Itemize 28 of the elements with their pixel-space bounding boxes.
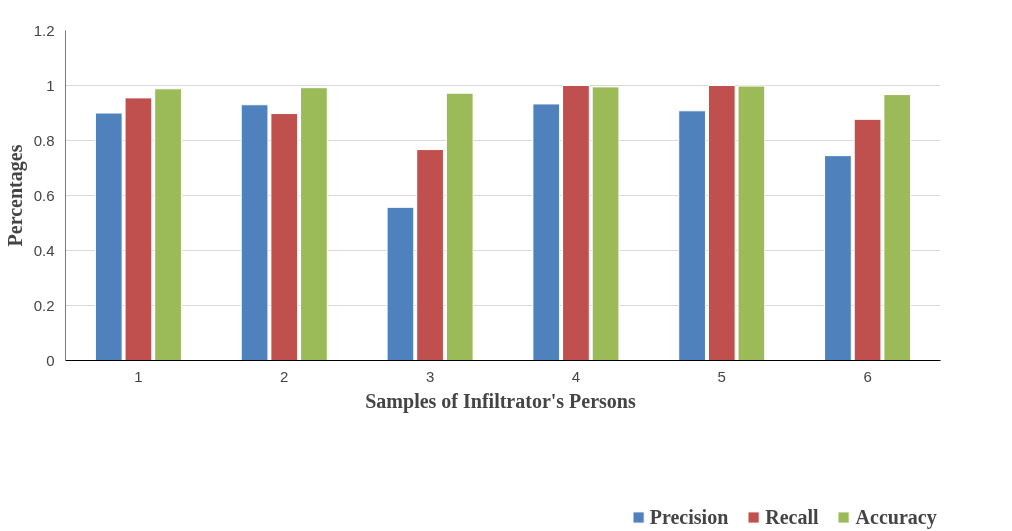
x-tick-label: 3: [425, 367, 435, 385]
bar: [562, 85, 590, 361]
x-tick-label: 4: [571, 367, 581, 385]
x-tick-label: 1: [134, 367, 143, 385]
y-tick-label: 0.2: [33, 296, 55, 314]
bar: [591, 86, 620, 361]
legend-label: Recall: [765, 505, 819, 529]
bar: [416, 149, 444, 361]
bar: [824, 155, 852, 361]
x-tick-label: 5: [717, 367, 726, 385]
bar: [300, 87, 328, 361]
legend-label: Accuracy: [855, 505, 937, 529]
y-tick-label: 0.4: [33, 241, 55, 259]
bar: [445, 92, 474, 361]
bar: [532, 103, 561, 361]
x-tick-label: 6: [863, 367, 872, 385]
y-tick-label: 0.6: [33, 186, 55, 204]
x-axis-title: Samples of Infiltrator's Persons: [365, 389, 636, 413]
bar: [678, 110, 706, 361]
bar: [386, 206, 415, 361]
y-tick-label: 1: [46, 76, 55, 94]
y-axis-title: Percentages: [3, 144, 27, 247]
y-tick-label: 0.8: [33, 131, 55, 149]
x-tick-label: 2: [280, 367, 289, 385]
legend-label: Precision: [649, 505, 729, 529]
bar: [154, 88, 182, 361]
y-tick-label: 0: [46, 351, 55, 369]
y-tick-label: 1.2: [33, 21, 55, 39]
